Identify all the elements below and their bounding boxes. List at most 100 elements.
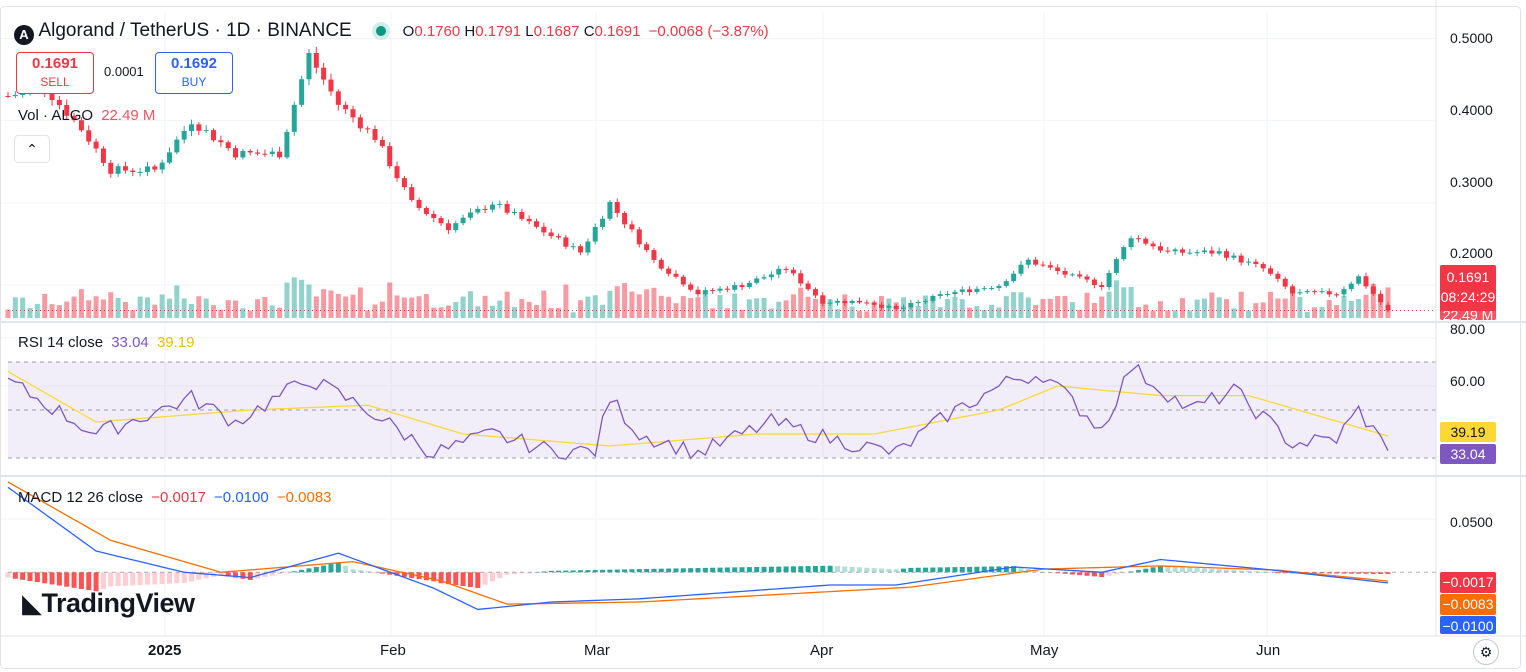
candle-body-113 <box>834 300 840 303</box>
volume-bar-126 <box>930 299 936 318</box>
buy-button[interactable]: 0.1692 BUY <box>155 52 233 94</box>
sell-button[interactable]: 0.1691 SELL <box>16 52 94 94</box>
macd-hist-bar-15 <box>115 572 121 587</box>
candle-body-29 <box>218 140 224 143</box>
tradingview-logo[interactable]: ◣TradingView <box>22 588 195 619</box>
volume-bar-30 <box>225 300 231 318</box>
macd-hist-bar-12 <box>93 572 99 592</box>
macd-hist-bar-2 <box>20 572 26 580</box>
candle-body-22 <box>166 152 172 163</box>
time-label-may: May <box>1030 642 1059 659</box>
candle-body-148 <box>1091 279 1097 286</box>
candle-body-138 <box>1018 264 1024 274</box>
symbol-legend[interactable]: A Algorand / TetherUS · 1D · BINANCE O0.… <box>14 20 769 45</box>
candle-body-21 <box>159 162 165 170</box>
macd-hist-bar-3 <box>27 572 33 581</box>
macd-hist-bar-9 <box>71 572 77 588</box>
macd-signal-value: −0.0083 <box>276 489 332 506</box>
candle-body-141 <box>1040 264 1046 266</box>
volume-bar-128 <box>945 299 951 318</box>
candle-body-121 <box>893 305 899 309</box>
volume-bar-7 <box>56 305 62 318</box>
volume-bar-105 <box>776 301 782 318</box>
volume-bar-159 <box>1172 310 1178 318</box>
macd-hist-bar-8 <box>64 572 70 587</box>
macd-hist-bar-13 <box>100 572 106 589</box>
volume-bar-3 <box>27 308 33 318</box>
macd-hist-bar-91 <box>673 568 679 573</box>
macd-hist-bar-159 <box>1172 566 1178 573</box>
macd-hist-bar-4 <box>34 572 40 583</box>
macd-legend[interactable]: MACD 12 26 close −0.0017 −0.0100 −0.0083 <box>18 489 332 506</box>
volume-bar-28 <box>211 305 217 318</box>
volume-bar-89 <box>658 295 664 318</box>
volume-bar-13 <box>100 299 106 318</box>
candle-body-146 <box>1077 274 1083 277</box>
volume-bar-17 <box>130 310 136 318</box>
macd-hist-bar-157 <box>1157 565 1163 573</box>
macd-hist-bar-24 <box>181 572 187 583</box>
candle-body-116 <box>856 300 862 303</box>
candle-body-168 <box>1238 255 1244 263</box>
volume-bar-102 <box>754 298 760 318</box>
volume-bar-34 <box>255 299 261 318</box>
time-label-mar: Mar <box>584 642 610 659</box>
macd-value: −0.0100 <box>214 489 269 506</box>
candle-body-8 <box>64 105 70 116</box>
volume-bar-35 <box>262 297 268 318</box>
last-price-value: 0.1691 <box>1446 269 1490 285</box>
macd-hist-bar-183 <box>1348 572 1354 574</box>
rsi-ma-value: 39.19 <box>156 334 195 351</box>
macd-hist-bar-94 <box>695 568 701 573</box>
collapse-legend-button[interactable]: ⌃ <box>14 135 50 163</box>
candle-body-125 <box>923 300 929 302</box>
volume-bar-68 <box>504 291 510 318</box>
candle-body-36 <box>269 151 275 154</box>
volume-bar-161 <box>1187 310 1193 318</box>
candle-body-149 <box>1099 285 1105 287</box>
close-label: C <box>583 23 595 40</box>
candle-body-101 <box>746 282 752 288</box>
candle-body-107 <box>790 269 796 274</box>
candle-body-95 <box>702 290 708 295</box>
volume-bar-163 <box>1201 298 1207 318</box>
macd-hist-bar-154 <box>1135 570 1141 573</box>
candle-body-187 <box>1378 293 1384 303</box>
gear-icon[interactable]: ⚙ <box>1473 639 1499 665</box>
macd-hist-bar-51 <box>379 572 385 574</box>
volume-bar-19 <box>144 297 150 318</box>
macd-hist-bar-18 <box>137 572 143 586</box>
candle-body-155 <box>1143 238 1149 244</box>
macd-hist-bar-39 <box>291 571 297 573</box>
candle-body-9 <box>71 115 77 121</box>
volume-legend[interactable]: Vol · ALGO 22.49 M <box>18 107 155 124</box>
outer-border <box>0 6 1521 669</box>
candle-body-78 <box>578 246 584 253</box>
candle-body-51 <box>379 139 385 147</box>
macd-hist-bar-100 <box>739 567 745 573</box>
candle-body-124 <box>915 301 921 304</box>
candle-body-166 <box>1224 251 1230 258</box>
macd-hist-bar-162 <box>1194 567 1200 573</box>
macd-hist-bar-43 <box>321 565 327 573</box>
volume-label: Vol · ALGO <box>18 107 94 124</box>
macd-hist-bar-133 <box>981 566 987 573</box>
price-tick-3: 0.2000 <box>1450 245 1493 261</box>
candle-body-74 <box>548 232 554 237</box>
algorand-logo-icon: A <box>14 25 34 45</box>
volume-bar-183 <box>1348 300 1354 318</box>
volume-bar-52 <box>387 282 393 318</box>
macd-hist-bar-121 <box>893 569 899 573</box>
volume-bar-175 <box>1290 285 1296 318</box>
macd-hist-bar-10 <box>78 572 84 589</box>
volume-bar-41 <box>306 284 312 318</box>
volume-bar-181 <box>1334 305 1340 318</box>
macd-hist-bar-109 <box>805 566 811 573</box>
rsi-legend[interactable]: RSI 14 close 33.04 39.19 <box>18 334 194 351</box>
candle-body-106 <box>783 268 789 270</box>
volume-bar-157 <box>1157 301 1163 318</box>
candle-body-43 <box>321 67 327 80</box>
volume-tag-value: 22.49 M <box>1442 311 1494 320</box>
